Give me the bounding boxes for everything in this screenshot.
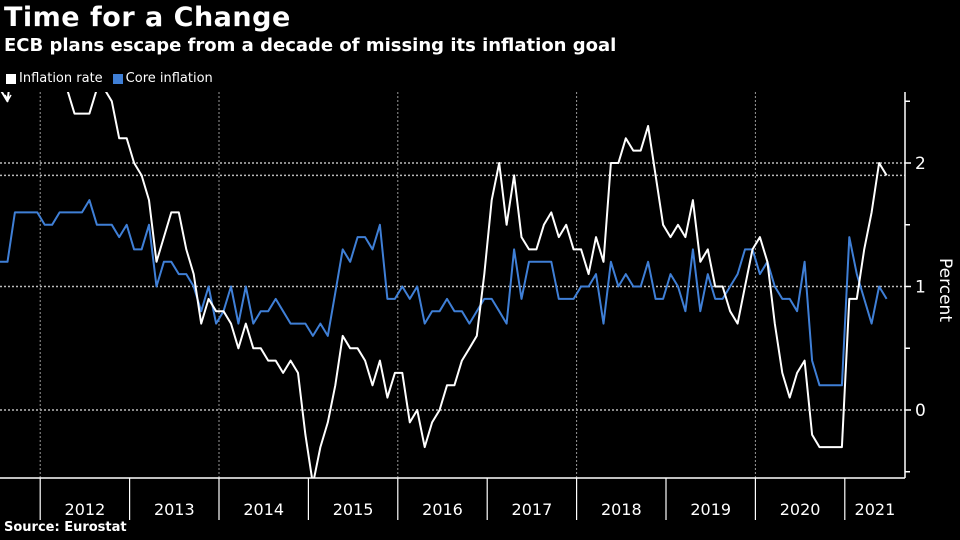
- chart-subtitle: ECB plans escape from a decade of missin…: [4, 35, 617, 56]
- series-line-core-inflation: [0, 199, 888, 387]
- x-tick-label: 2014: [243, 500, 284, 519]
- x-tick-label: 2021: [855, 500, 896, 519]
- x-tick-label: 2017: [512, 500, 553, 519]
- x-tick-label: 2020: [780, 500, 821, 519]
- x-tick-label: 2016: [422, 500, 463, 519]
- legend-swatch-inflation: [6, 73, 16, 84]
- x-tick-label: 2019: [690, 500, 731, 519]
- legend-label-core: Core inflation: [125, 71, 213, 86]
- legend-item-inflation: Inflation rate: [6, 71, 103, 86]
- legend: Inflation rate Core inflation: [6, 71, 213, 86]
- y-tick-label: 1: [915, 278, 926, 298]
- x-tick-label: 2012: [65, 500, 106, 519]
- source-note: Source: Eurostat: [4, 520, 127, 535]
- legend-swatch-core: [112, 73, 123, 84]
- x-tick-label: 2015: [333, 500, 374, 519]
- series-line-inflation-rate: [0, 92, 888, 478]
- y-tick-label: 0: [915, 401, 926, 421]
- legend-item-core: Core inflation: [112, 71, 213, 86]
- y-tick-label: 2: [915, 154, 926, 174]
- chart-title: Time for a Change: [4, 2, 291, 33]
- clip-indicator-icon: [4, 94, 12, 102]
- y-axis-label: Percent: [935, 258, 955, 322]
- x-tick-label: 2018: [601, 500, 642, 519]
- x-tick-label: 2013: [154, 500, 195, 519]
- legend-label-inflation: Inflation rate: [19, 71, 103, 86]
